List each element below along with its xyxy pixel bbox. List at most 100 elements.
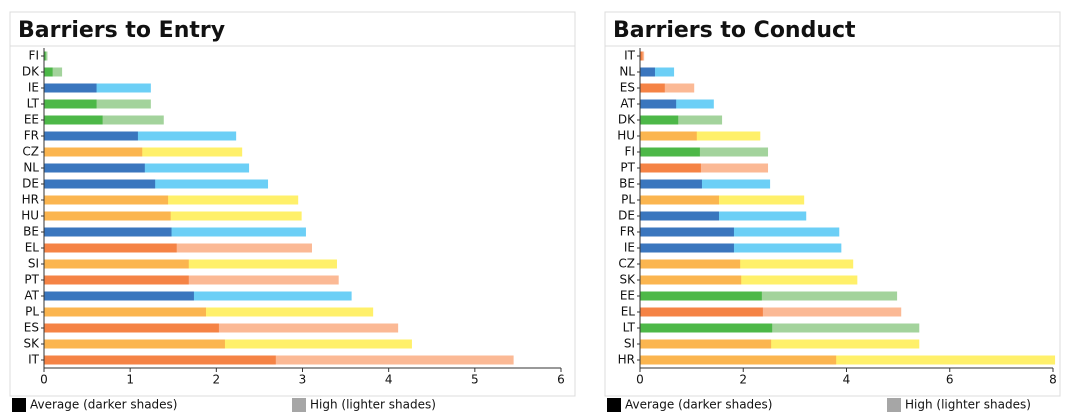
bar <box>44 259 337 269</box>
bar <box>640 67 675 77</box>
y-tick-label: HR <box>22 193 39 207</box>
y-tick-label: PL <box>25 305 39 319</box>
y-tick-label: DE <box>618 209 635 223</box>
bar <box>640 211 807 221</box>
bar <box>640 51 643 61</box>
bar <box>640 339 772 349</box>
bar <box>44 211 302 221</box>
x-tick-label: 4 <box>843 373 851 387</box>
x-tick-label: 1 <box>126 373 134 387</box>
bar <box>44 99 97 109</box>
y-tick-label: ES <box>24 321 39 335</box>
bar <box>640 131 761 141</box>
y-tick-label: EE <box>620 289 635 303</box>
bar <box>44 339 225 349</box>
bar <box>44 179 269 189</box>
bar <box>44 227 306 237</box>
y-tick-label: FI <box>29 49 39 63</box>
bar <box>640 115 679 125</box>
bar <box>44 115 103 125</box>
bar <box>44 195 169 205</box>
legend-swatch <box>292 398 306 412</box>
bar <box>640 195 719 205</box>
chart-title: Barriers to Entry <box>18 18 225 43</box>
x-tick-label: 5 <box>471 373 479 387</box>
y-tick-label: HU <box>617 129 635 143</box>
bar <box>44 339 412 349</box>
y-tick-label: FI <box>625 145 635 159</box>
y-tick-label: LT <box>27 97 40 111</box>
bar <box>640 195 805 205</box>
x-tick-label: 3 <box>299 373 307 387</box>
bar <box>44 307 206 317</box>
bar <box>44 355 276 365</box>
y-tick-label: LT <box>623 321 636 335</box>
bar <box>44 355 514 365</box>
bar <box>640 339 920 349</box>
bar <box>44 131 237 141</box>
y-tick-label: PT <box>24 273 39 287</box>
y-tick-label: FR <box>620 225 635 239</box>
y-tick-label: EL <box>621 305 636 319</box>
bar <box>640 115 723 125</box>
y-tick-label: IT <box>28 353 40 367</box>
legend-label: Average (darker shades) <box>625 398 772 412</box>
bar <box>640 211 719 221</box>
bar <box>44 115 164 125</box>
bar <box>44 227 172 237</box>
bar <box>640 275 858 285</box>
y-tick-label: AT <box>620 97 635 111</box>
bar <box>44 323 219 333</box>
bar <box>44 163 145 173</box>
y-tick-label: BE <box>619 177 635 191</box>
y-tick-label: NL <box>619 65 635 79</box>
bar <box>640 291 898 301</box>
x-tick-label: 8 <box>1049 373 1057 387</box>
bar <box>44 275 339 285</box>
legend-label: High (lighter shades) <box>905 398 1031 412</box>
legend-swatch <box>887 398 901 412</box>
bar <box>640 227 840 237</box>
y-tick-label: HR <box>618 353 635 367</box>
bar <box>640 243 734 253</box>
bar <box>640 323 773 333</box>
bar <box>640 307 902 317</box>
bar <box>44 83 151 93</box>
bar <box>640 227 734 237</box>
bar <box>44 51 46 61</box>
bar <box>640 323 920 333</box>
bar <box>44 179 156 189</box>
bar <box>640 163 701 173</box>
legend-swatch <box>607 398 621 412</box>
bar <box>640 147 769 157</box>
bar <box>44 323 399 333</box>
bar <box>44 131 138 141</box>
legend-label: Average (darker shades) <box>30 398 177 412</box>
bar <box>640 243 842 253</box>
y-tick-label: IE <box>624 241 635 255</box>
y-tick-label: BE <box>23 225 39 239</box>
bar <box>44 83 97 93</box>
y-tick-label: EE <box>24 113 39 127</box>
y-tick-label: DK <box>22 65 40 79</box>
y-tick-label: SK <box>620 273 637 287</box>
bar <box>640 83 665 93</box>
y-tick-label: EL <box>25 241 40 255</box>
y-tick-label: SI <box>28 257 39 271</box>
x-tick-label: 6 <box>946 373 954 387</box>
bar <box>640 259 854 269</box>
y-tick-label: CZ <box>22 145 39 159</box>
bar <box>640 67 655 77</box>
bar <box>44 147 243 157</box>
bar <box>640 147 700 157</box>
bar <box>640 163 769 173</box>
x-tick-label: 2 <box>739 373 747 387</box>
y-tick-label: SI <box>624 337 635 351</box>
panel <box>9 11 576 397</box>
x-tick-label: 2 <box>213 373 221 387</box>
chart-title: Barriers to Conduct <box>613 18 856 43</box>
bar <box>44 67 53 77</box>
y-tick-label: DE <box>22 177 39 191</box>
x-tick-label: 4 <box>385 373 393 387</box>
